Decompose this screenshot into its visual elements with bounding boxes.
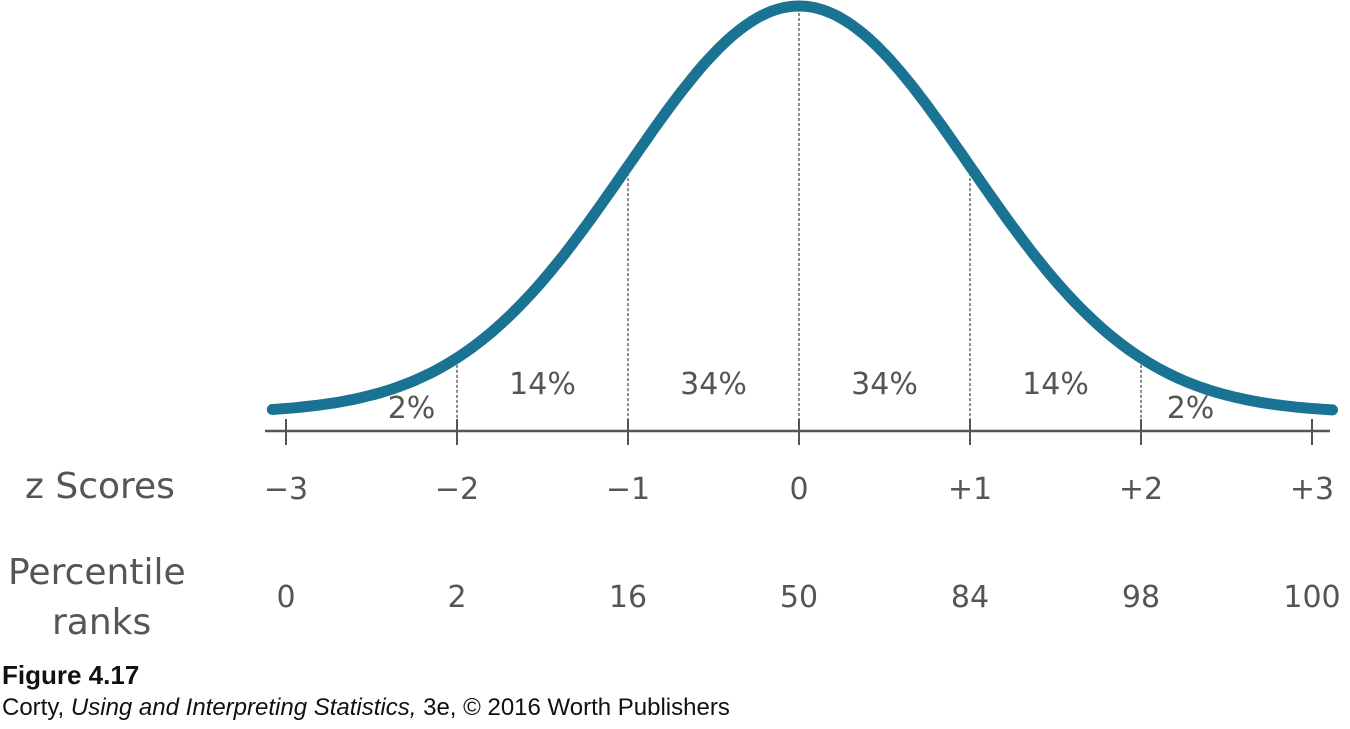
- percentile-rank-label: 2: [447, 580, 466, 615]
- percentile-rank-label: 16: [609, 580, 647, 615]
- z-score-tick-labels: −3 −2 −1 0 +1 +2 +3: [264, 472, 1334, 507]
- area-percentage-label: 2%: [1167, 391, 1215, 426]
- percentile-rank-label: 84: [951, 580, 989, 615]
- sd-divider-lines: [456, 8, 1142, 431]
- area-percentage-label: 14%: [1022, 367, 1089, 402]
- area-percentage-label: 2%: [388, 391, 436, 426]
- figure-credit: Corty, Using and Interpreting Statistics…: [2, 694, 730, 722]
- z-score-label: −1: [606, 472, 650, 507]
- credit-publisher: 3e, © 2016 Worth Publishers: [416, 694, 730, 721]
- percentile-rank-label: 50: [780, 580, 818, 615]
- z-score-label: −3: [264, 472, 308, 507]
- z-score-label: +3: [1290, 472, 1334, 507]
- z-score-label: −2: [435, 472, 479, 507]
- z-score-label: 0: [789, 472, 808, 507]
- z-score-label: +1: [948, 472, 992, 507]
- percentile-rank-labels: 0 2 16 50 84 98 100: [276, 580, 1340, 615]
- percentile-row-label-line2: ranks: [52, 602, 151, 643]
- z-score-label: +2: [1119, 472, 1163, 507]
- area-percentage-label: 34%: [851, 367, 918, 402]
- credit-author: Corty,: [2, 694, 71, 721]
- area-percentage-label: 14%: [509, 367, 576, 402]
- figure-number: Figure 4.17: [2, 660, 140, 690]
- area-percentage-labels: 2% 14% 34% 34% 14% 2%: [388, 367, 1215, 426]
- x-axis-ticks: [285, 419, 1313, 445]
- normal-curve-line: [266, 0, 1338, 416]
- percentile-rank-label: 100: [1283, 580, 1340, 615]
- percentile-rank-label: 98: [1122, 580, 1160, 615]
- area-percentage-label: 34%: [680, 367, 747, 402]
- z-scores-row-label: z Scores: [25, 466, 175, 507]
- percentile-row-label-line1: Percentile: [8, 552, 186, 593]
- percentile-rank-label: 0: [276, 580, 295, 615]
- credit-book-title: Using and Interpreting Statistics,: [70, 694, 417, 721]
